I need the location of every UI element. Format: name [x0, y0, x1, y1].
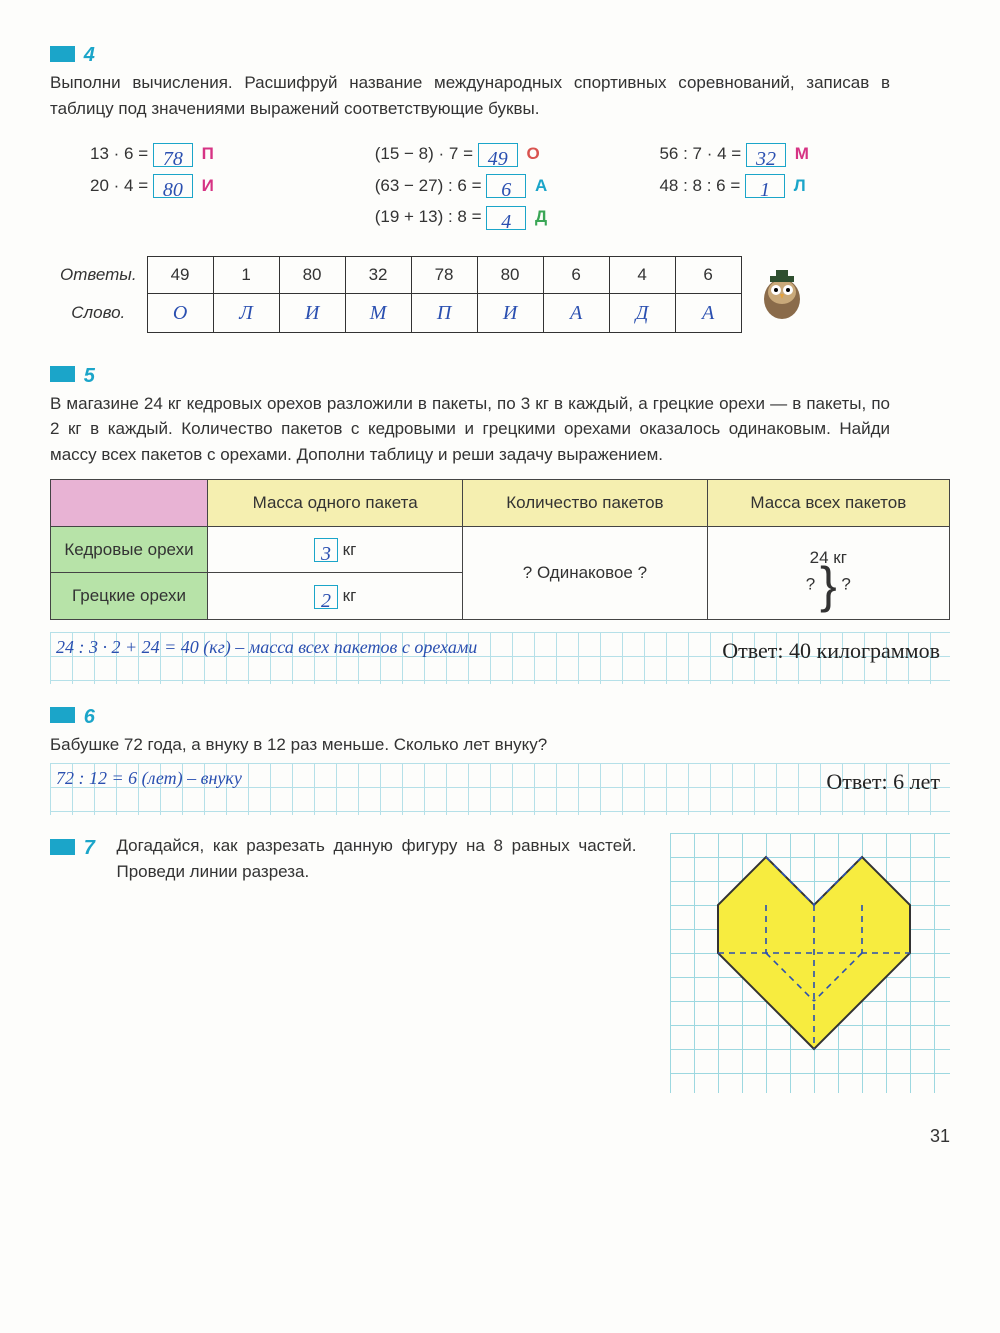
task-text: Бабушке 72 года, а внуку в 12 раз меньше…	[50, 732, 890, 758]
unit: кг	[343, 586, 357, 605]
equations-block: 13 · 6 = 78 П 20 · 4 = 80 И (15 − 8) · 7…	[90, 135, 950, 236]
cell: 80	[279, 256, 345, 293]
letter: А	[535, 176, 547, 195]
brace-label: ?	[841, 575, 850, 594]
answer-box: 49	[478, 143, 518, 167]
cell: А	[543, 293, 609, 332]
cell: П	[411, 293, 477, 332]
cell: 49	[147, 256, 213, 293]
cell: О	[147, 293, 213, 332]
letter: И	[202, 176, 214, 195]
cell: 32	[345, 256, 411, 293]
task-marker	[50, 366, 75, 382]
task-number: 4	[84, 40, 112, 70]
task-number: 6	[84, 702, 112, 732]
task-6: 6 Бабушке 72 года, а внуку в 12 раз мень…	[50, 702, 950, 816]
value-box: 2	[314, 585, 338, 609]
cell: И	[477, 293, 543, 332]
task-text: Догадайся, как разрезать данную фигуру н…	[116, 833, 636, 884]
cell: Д	[609, 293, 675, 332]
task-7: 7 Догадайся, как разрезать данную фигуру…	[50, 833, 950, 1093]
table-corner	[51, 480, 208, 527]
task-marker	[50, 707, 75, 723]
mass-value: ?	[806, 575, 815, 594]
table-row-label: Кедровые орехи	[51, 526, 208, 573]
cell: ? Одинаковое ?	[463, 526, 707, 619]
owl-icon	[752, 264, 812, 324]
task-marker	[50, 839, 75, 855]
solution-text: 72 : 12 = 6 (лет) – внуку	[56, 768, 242, 788]
eq: (19 + 13) : 8 =	[375, 207, 482, 226]
cell: И	[279, 293, 345, 332]
solution-line: 72 : 12 = 6 (лет) – внуку Ответ: 6 лет	[50, 763, 950, 815]
task-number: 5	[84, 361, 112, 391]
row-label: Ответы.	[50, 256, 147, 293]
cell: 4	[609, 256, 675, 293]
letter: М	[795, 144, 809, 163]
letter: Д	[535, 207, 547, 226]
answer-box: 1	[745, 174, 785, 198]
task-5: 5 В магазине 24 кг кедровых орехов разло…	[50, 361, 950, 684]
cell: 6	[675, 256, 741, 293]
row-label: Слово.	[50, 293, 147, 332]
letter: Л	[794, 176, 806, 195]
eq: 20 · 4 =	[90, 176, 148, 195]
cell: Л	[213, 293, 279, 332]
cipher-table: Ответы. 49 1 80 32 78 80 6 4 6 Слово. О …	[50, 256, 742, 333]
nuts-table: Масса одного пакета Количество пакетов М…	[50, 479, 950, 620]
cell: А	[675, 293, 741, 332]
cell: 6	[543, 256, 609, 293]
eq: (63 − 27) : 6 =	[375, 176, 482, 195]
answer-box: 32	[746, 143, 786, 167]
table-header: Масса всех пакетов	[707, 480, 949, 527]
answer-box: 80	[153, 174, 193, 198]
eq: (15 − 8) · 7 =	[375, 144, 473, 163]
task-text: В магазине 24 кг кедровых орехов разложи…	[50, 391, 890, 468]
heart-figure	[670, 833, 950, 1093]
letter: О	[526, 144, 539, 163]
cell: 1	[213, 256, 279, 293]
cell: 78	[411, 256, 477, 293]
cell: 2 кг	[208, 573, 463, 620]
cell: 3 кг	[208, 526, 463, 573]
table-header: Масса одного пакета	[208, 480, 463, 527]
brace-icon: }	[820, 557, 837, 613]
task-number: 7	[84, 833, 112, 863]
letter: П	[202, 144, 214, 163]
value-box: 3	[314, 538, 338, 562]
answer-text: Ответ: 6 лет	[826, 765, 940, 798]
eq: 13 · 6 =	[90, 144, 148, 163]
answer-box: 6	[486, 174, 526, 198]
table-header: Количество пакетов	[463, 480, 707, 527]
unit: кг	[343, 540, 357, 559]
cell: 80	[477, 256, 543, 293]
eq: 48 : 8 : 6 =	[659, 176, 740, 195]
solution-text: 24 : 3 · 2 + 24 = 40 (кг) – масса всех п…	[56, 637, 477, 657]
cell: 24 кг ? } ?	[707, 526, 949, 619]
table-row-label: Грецкие орехи	[51, 573, 208, 620]
cell: М	[345, 293, 411, 332]
page-number: 31	[50, 1123, 950, 1150]
solution-line: 24 : 3 · 2 + 24 = 40 (кг) – масса всех п…	[50, 632, 950, 684]
task-text: Выполни вычисления. Расшифруй название м…	[50, 70, 890, 121]
answer-text: Ответ: 40 килограммов	[722, 634, 940, 667]
answer-box: 4	[486, 206, 526, 230]
task-marker	[50, 46, 75, 62]
eq: 56 : 7 · 4 =	[659, 144, 741, 163]
answer-box: 78	[153, 143, 193, 167]
task-4: 4 Выполни вычисления. Расшифруй название…	[50, 40, 950, 343]
